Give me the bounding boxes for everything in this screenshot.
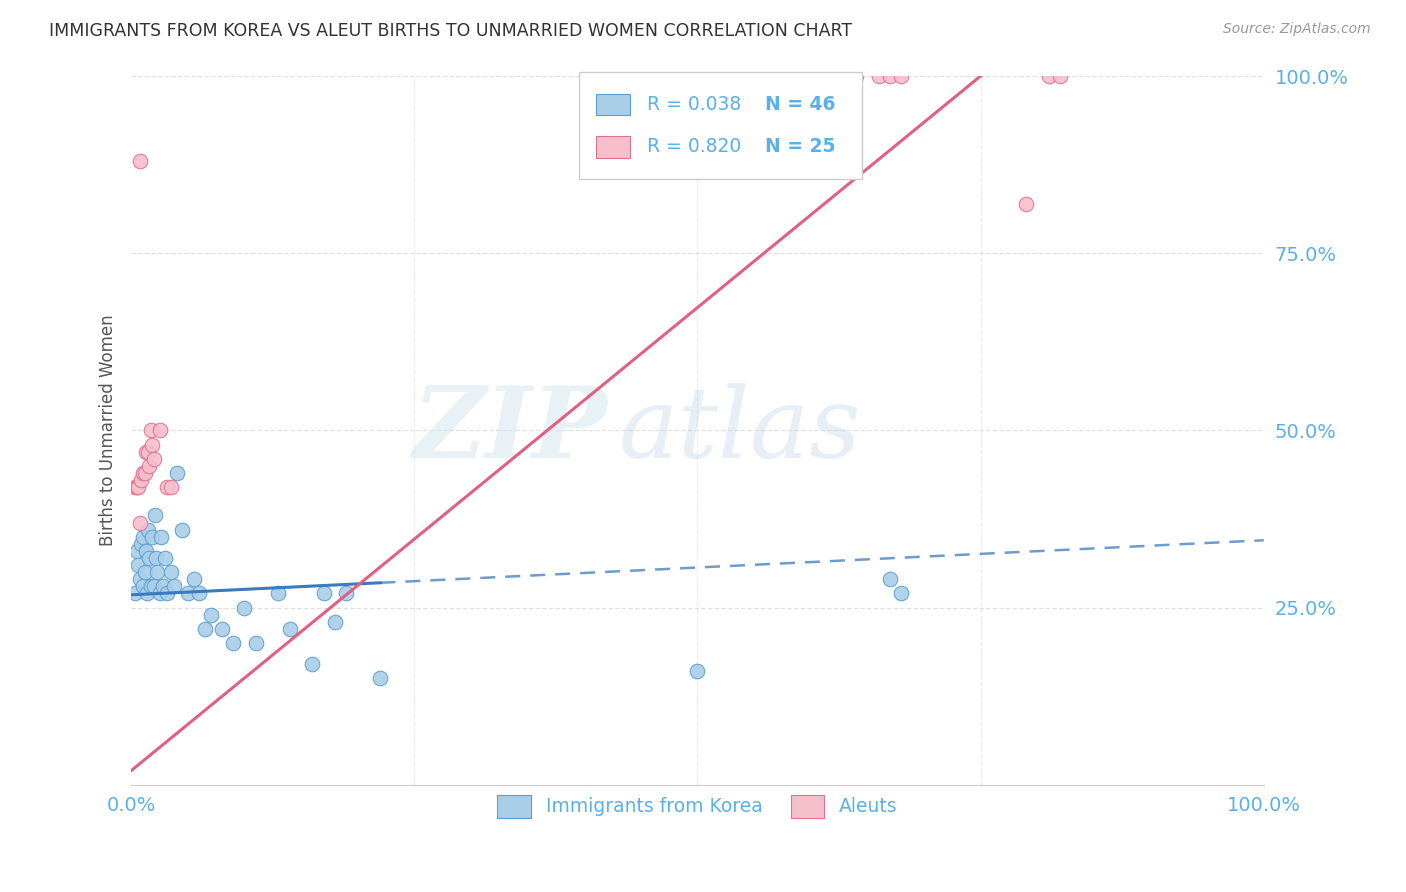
Point <box>156 586 179 600</box>
Point <box>129 154 152 169</box>
Point <box>152 579 174 593</box>
Point <box>301 657 323 672</box>
Point <box>183 572 205 586</box>
Point <box>879 572 901 586</box>
Point <box>149 530 172 544</box>
Point <box>245 636 267 650</box>
Point <box>1015 196 1038 211</box>
Y-axis label: Births to Unmarried Women: Births to Unmarried Women <box>100 315 117 546</box>
Point <box>129 572 152 586</box>
Point <box>1049 69 1071 83</box>
Point <box>138 458 160 473</box>
Point <box>188 586 211 600</box>
Point <box>148 586 170 600</box>
Point <box>131 537 153 551</box>
Text: IMMIGRANTS FROM KOREA VS ALEUT BIRTHS TO UNMARRIED WOMEN CORRELATION CHART: IMMIGRANTS FROM KOREA VS ALEUT BIRTHS TO… <box>49 22 852 40</box>
Point <box>136 586 159 600</box>
Point <box>142 451 165 466</box>
Point <box>160 565 183 579</box>
Point <box>879 69 901 83</box>
Point <box>142 579 165 593</box>
Point <box>1038 69 1060 83</box>
Point <box>139 424 162 438</box>
Legend: Immigrants from Korea, Aleuts: Immigrants from Korea, Aleuts <box>489 787 905 825</box>
Point <box>868 69 890 83</box>
Point <box>148 424 170 438</box>
Point <box>134 466 156 480</box>
Point <box>136 523 159 537</box>
Point <box>131 466 153 480</box>
Point <box>135 444 157 458</box>
Point <box>278 622 301 636</box>
Point <box>845 69 868 83</box>
Text: Source: ZipAtlas.com: Source: ZipAtlas.com <box>1223 22 1371 37</box>
Point <box>156 480 179 494</box>
Point <box>143 508 166 523</box>
Bar <box>596 136 630 158</box>
Point <box>177 586 200 600</box>
Point <box>834 69 856 83</box>
Point <box>139 579 162 593</box>
Point <box>172 523 194 537</box>
Point <box>323 615 346 629</box>
Point <box>141 530 163 544</box>
Point <box>125 544 148 558</box>
Point <box>131 473 153 487</box>
Point <box>141 437 163 451</box>
Point <box>222 636 245 650</box>
Point <box>124 480 146 494</box>
Point <box>155 551 177 566</box>
Point <box>136 444 159 458</box>
Point <box>127 480 149 494</box>
Point <box>267 586 290 600</box>
Bar <box>596 94 630 115</box>
FancyBboxPatch shape <box>579 72 862 178</box>
Point <box>125 480 148 494</box>
Point <box>370 672 392 686</box>
Point <box>135 544 157 558</box>
Point <box>166 466 188 480</box>
Point <box>131 530 153 544</box>
Point <box>160 480 183 494</box>
Point <box>686 665 709 679</box>
Point <box>124 586 146 600</box>
Point <box>890 586 912 600</box>
Point <box>233 600 256 615</box>
Text: N = 46: N = 46 <box>765 95 837 114</box>
Point <box>145 551 167 566</box>
Text: ZIP: ZIP <box>412 382 607 479</box>
Point <box>312 586 335 600</box>
Point <box>127 558 149 572</box>
Point <box>890 69 912 83</box>
Text: R = 0.038: R = 0.038 <box>647 95 741 114</box>
Point <box>131 579 153 593</box>
Point <box>211 622 233 636</box>
Point <box>134 565 156 579</box>
Point <box>163 579 186 593</box>
Point <box>200 607 222 622</box>
Point <box>129 516 152 530</box>
Text: R = 0.820: R = 0.820 <box>647 137 741 156</box>
Point <box>194 622 217 636</box>
Point <box>335 586 357 600</box>
Text: N = 25: N = 25 <box>765 137 837 156</box>
Point <box>146 565 169 579</box>
Point <box>138 551 160 566</box>
Point <box>823 69 845 83</box>
Text: atlas: atlas <box>619 383 860 478</box>
